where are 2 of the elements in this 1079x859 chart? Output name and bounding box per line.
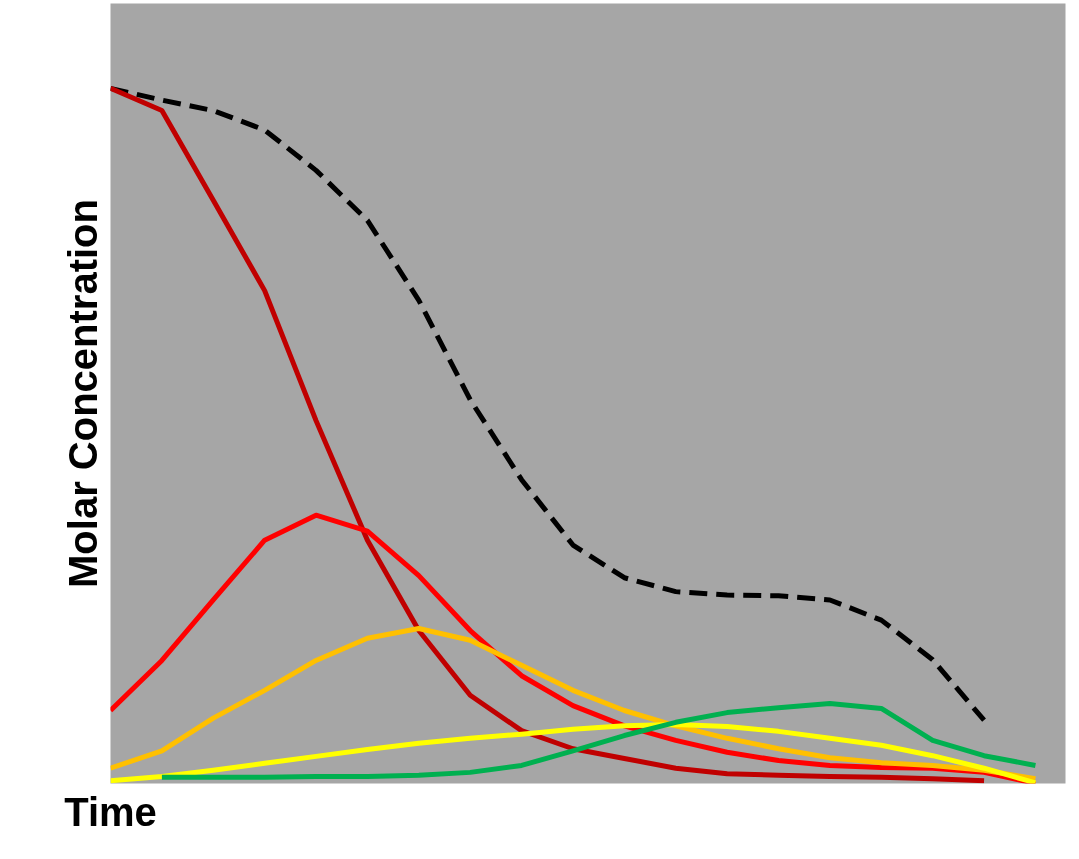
x-axis-title: Time — [64, 789, 157, 834]
y-axis-title: Molar Concentration — [60, 199, 105, 588]
